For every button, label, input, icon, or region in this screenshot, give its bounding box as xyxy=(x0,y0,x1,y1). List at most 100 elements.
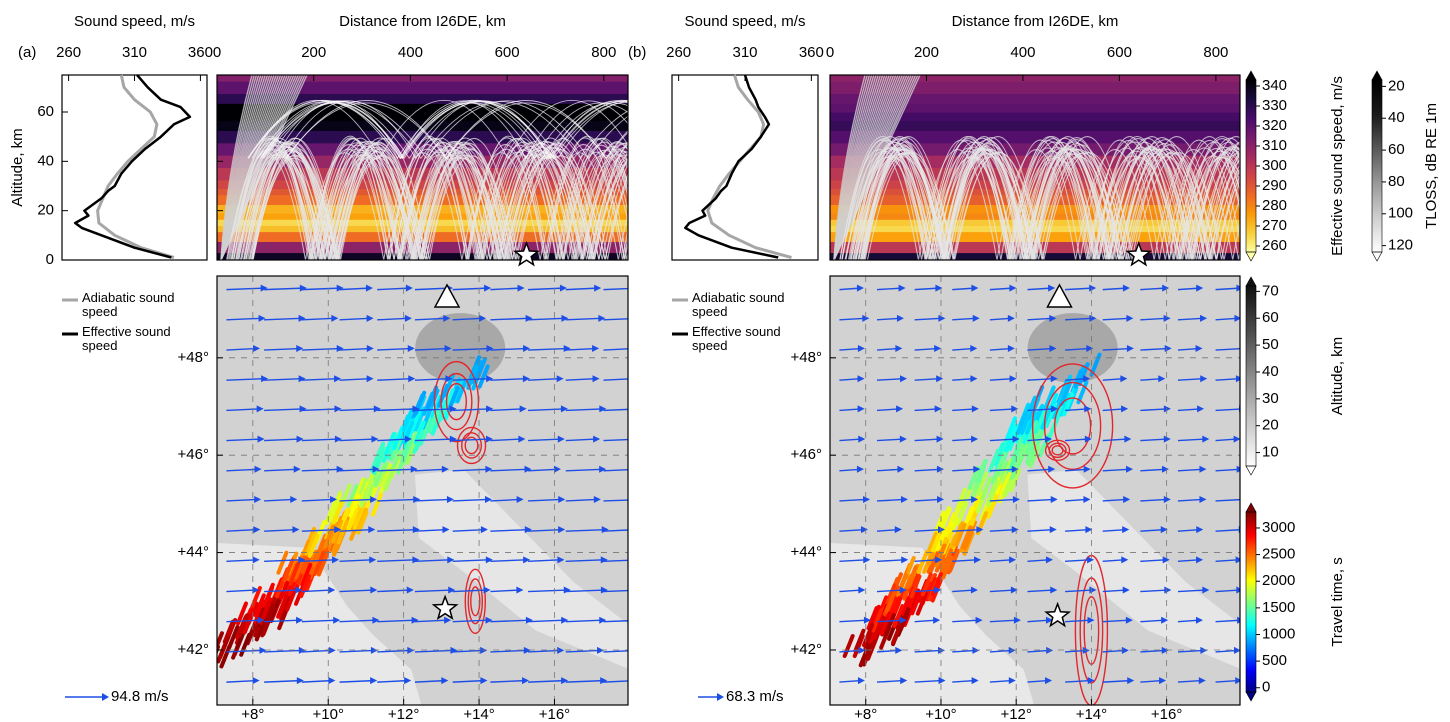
speed-band xyxy=(830,81,1240,94)
colorbar-slice xyxy=(1246,170,1256,174)
ray-path xyxy=(274,100,628,160)
wind-arrow xyxy=(301,287,340,291)
wind-arrow-head xyxy=(1200,314,1208,322)
colorbar-slice xyxy=(1372,86,1382,90)
ray-swath xyxy=(1010,455,1023,480)
wind-arrow xyxy=(1177,649,1204,653)
wind-arrow xyxy=(914,287,939,291)
wind-arrow-head xyxy=(525,616,533,624)
wind-arrow xyxy=(528,679,565,683)
colorbar-slice xyxy=(1246,660,1256,664)
wind-arrow-head xyxy=(1236,586,1240,594)
wind-arrow xyxy=(1027,679,1049,683)
wind-arrow-head xyxy=(1045,616,1053,624)
wind-arrow-head xyxy=(553,465,561,473)
colorbar-slice xyxy=(1372,178,1382,182)
ray-swath xyxy=(346,483,359,508)
colorbar-slice xyxy=(1372,239,1382,242)
ray-swath xyxy=(1009,468,1022,493)
wind-arrow xyxy=(226,589,256,593)
wind-arrow-head xyxy=(336,284,344,292)
wind-arrow-head xyxy=(863,556,871,564)
colorbar-slice xyxy=(1246,127,1256,131)
colorbar-slice xyxy=(1246,534,1256,538)
wind-arrow-head xyxy=(486,345,494,353)
wind-arrow-head xyxy=(600,586,608,594)
colorbar-slice xyxy=(1246,206,1256,210)
colorbar-slice xyxy=(1372,209,1382,212)
colorbar-label: Altitude, km xyxy=(1329,337,1346,415)
wind-arrow xyxy=(1065,589,1093,593)
colorbar-slice xyxy=(1372,163,1382,167)
colorbar-tick-label: 2500 xyxy=(1262,546,1295,563)
colorbar-slice xyxy=(1246,463,1256,467)
wind-arrow xyxy=(603,348,628,351)
colorbar-slice xyxy=(1246,200,1256,204)
wind-arrow xyxy=(264,468,297,472)
sea xyxy=(1027,469,1240,669)
colorbar-tick-label: 310 xyxy=(1262,137,1287,154)
wind-arrow-head xyxy=(298,646,306,654)
colorbar-slice xyxy=(1372,123,1382,126)
wind-arrow xyxy=(1102,649,1125,653)
ray-swath xyxy=(915,591,928,616)
wind-arrow-head xyxy=(1161,616,1169,624)
colorbar-tick-label: 120 xyxy=(1388,237,1413,254)
colorbar-slice xyxy=(1246,678,1256,682)
wind-arrow xyxy=(952,317,976,321)
wind-arrow-head xyxy=(328,677,336,685)
wind-arrow xyxy=(414,619,448,623)
wind-arrow-head xyxy=(299,405,307,413)
colorbar-slice xyxy=(1246,613,1256,617)
colorbar-slice xyxy=(1372,129,1382,133)
colorbar-slice xyxy=(1246,398,1256,402)
wind-arrow xyxy=(490,619,529,623)
ray-swath xyxy=(1025,433,1038,458)
ray-swath xyxy=(892,604,905,629)
ray-swath xyxy=(348,493,361,518)
wind-arrow xyxy=(226,347,257,351)
wind-arrow xyxy=(876,559,905,563)
ray-swath xyxy=(879,611,892,636)
wind-arrow-head xyxy=(1013,616,1021,624)
wind-arrow-head xyxy=(1126,314,1134,322)
colorbar-tick-label: 260 xyxy=(1262,237,1287,254)
wind-arrow-head xyxy=(412,556,420,564)
wind-arrow xyxy=(301,589,332,593)
wind-arrow xyxy=(528,378,560,381)
colorbar-slice xyxy=(1246,322,1256,325)
wind-arrow xyxy=(989,317,1011,321)
wind-arrow-head xyxy=(518,435,526,443)
colorbar-slice xyxy=(1246,412,1256,415)
wind-arrow xyxy=(339,559,373,563)
colorbar-slice xyxy=(1372,157,1382,161)
wind-arrow-head xyxy=(1162,556,1170,564)
wind-arrow-head xyxy=(599,405,607,413)
ray-swath xyxy=(976,471,989,496)
wind-arrow xyxy=(1027,317,1053,321)
colorbar-slice xyxy=(1246,153,1256,156)
ray-swath xyxy=(986,494,999,519)
wind-arrow-head xyxy=(557,556,565,564)
colorbar-slice xyxy=(1372,241,1382,244)
colorbar-label: TLOSS, dB RE 1m xyxy=(1423,103,1440,229)
wind-arrow-head xyxy=(600,677,608,685)
wind-arrow xyxy=(989,347,1011,351)
colorbar-slice xyxy=(1246,622,1256,626)
colorbar-slice xyxy=(1372,215,1382,219)
ray-path xyxy=(226,152,628,260)
wind-arrow xyxy=(339,498,374,502)
wind-arrow xyxy=(565,438,597,442)
wind-arrow-head xyxy=(253,345,261,353)
x-tick-label: 400 xyxy=(1010,44,1035,61)
wind-arrow-head xyxy=(1007,314,1015,322)
wind-arrow xyxy=(1065,378,1087,381)
colorbar-slice xyxy=(1246,84,1256,88)
wind-arrow-head xyxy=(485,556,493,564)
colorbar-slice xyxy=(1246,430,1256,433)
wind-arrow-head xyxy=(900,495,908,503)
wind-arrow-head xyxy=(1011,465,1019,473)
wind-arrow xyxy=(414,347,448,351)
ray-swath xyxy=(1033,410,1046,435)
speed-band xyxy=(217,112,628,122)
